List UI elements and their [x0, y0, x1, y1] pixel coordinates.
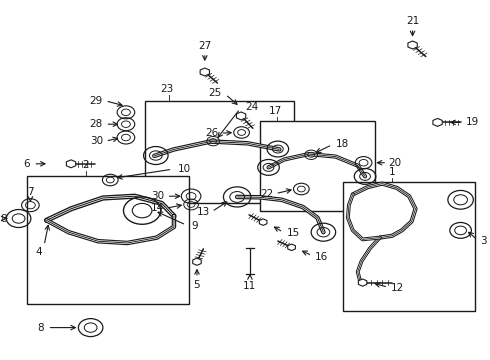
Text: 10: 10: [177, 164, 191, 174]
Bar: [145, 101, 294, 203]
Text: 7: 7: [27, 187, 34, 197]
Bar: [27, 176, 189, 304]
Polygon shape: [358, 279, 367, 286]
Text: 30: 30: [151, 191, 164, 201]
Text: 19: 19: [466, 117, 479, 127]
Text: 11: 11: [243, 281, 257, 291]
Text: 3: 3: [480, 236, 487, 246]
Text: 30: 30: [90, 136, 103, 146]
Text: 22: 22: [260, 189, 273, 199]
Text: 8: 8: [0, 213, 7, 224]
Text: 15: 15: [287, 228, 300, 238]
Polygon shape: [236, 112, 246, 120]
Polygon shape: [288, 244, 295, 251]
Text: 9: 9: [191, 221, 198, 231]
Text: 25: 25: [209, 88, 222, 98]
Polygon shape: [433, 118, 442, 126]
Text: 16: 16: [315, 252, 328, 262]
Text: 21: 21: [406, 16, 419, 26]
Text: 5: 5: [194, 280, 200, 290]
Polygon shape: [66, 160, 76, 168]
Text: 24: 24: [245, 102, 258, 112]
Text: 4: 4: [35, 247, 42, 257]
Text: 17: 17: [269, 106, 282, 116]
Text: 18: 18: [336, 139, 349, 149]
Polygon shape: [200, 68, 210, 76]
Bar: [343, 182, 475, 311]
Text: 26: 26: [205, 128, 218, 138]
Text: 12: 12: [391, 283, 404, 293]
Text: 27: 27: [198, 41, 212, 51]
Text: 29: 29: [90, 96, 103, 106]
Text: 23: 23: [160, 84, 173, 94]
Text: 6: 6: [23, 159, 29, 169]
Polygon shape: [193, 258, 201, 265]
Text: 1: 1: [389, 167, 395, 177]
Text: 28: 28: [90, 119, 103, 129]
Polygon shape: [408, 41, 417, 49]
Bar: [260, 121, 375, 211]
Text: 13: 13: [196, 207, 210, 217]
Text: 8: 8: [37, 323, 44, 333]
Text: 20: 20: [389, 158, 402, 168]
Polygon shape: [259, 219, 267, 225]
Text: 2: 2: [82, 160, 89, 170]
Text: 14: 14: [151, 203, 164, 213]
